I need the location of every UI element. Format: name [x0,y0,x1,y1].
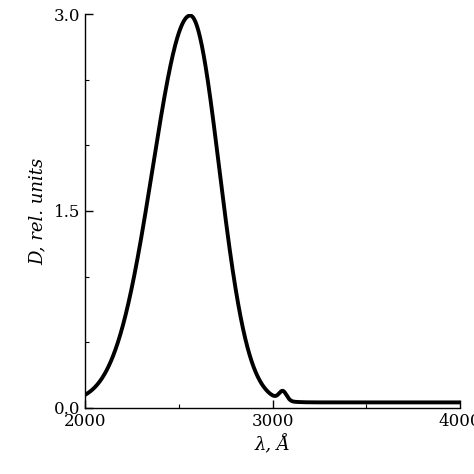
X-axis label: λ, Å: λ, Å [255,435,291,455]
Y-axis label: D, rel. units: D, rel. units [29,157,47,264]
